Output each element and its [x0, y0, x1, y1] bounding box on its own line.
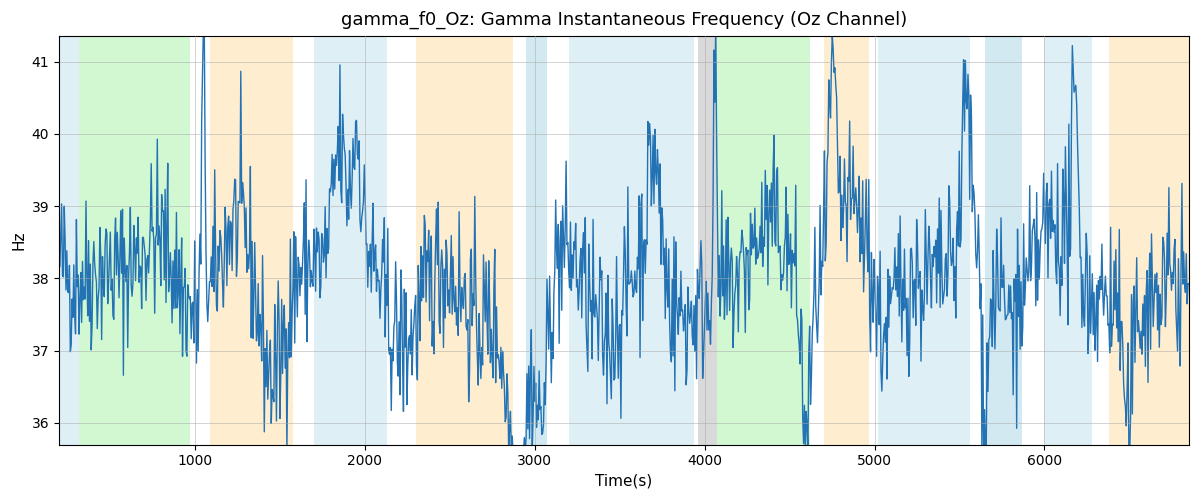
- Bar: [569, 36, 695, 445]
- X-axis label: Time(s): Time(s): [595, 474, 653, 489]
- Bar: [698, 36, 716, 445]
- Bar: [527, 36, 547, 445]
- Bar: [1044, 36, 1092, 445]
- Bar: [416, 36, 512, 445]
- Bar: [823, 36, 870, 445]
- Bar: [985, 36, 1022, 445]
- Bar: [59, 36, 78, 445]
- Title: gamma_f0_Oz: Gamma Instantaneous Frequency (Oz Channel): gamma_f0_Oz: Gamma Instantaneous Frequen…: [341, 11, 907, 30]
- Bar: [1109, 36, 1189, 445]
- Y-axis label: Hz: Hz: [11, 230, 26, 250]
- Bar: [878, 36, 970, 445]
- Bar: [210, 36, 294, 445]
- Bar: [78, 36, 190, 445]
- Bar: [716, 36, 810, 445]
- Bar: [314, 36, 386, 445]
